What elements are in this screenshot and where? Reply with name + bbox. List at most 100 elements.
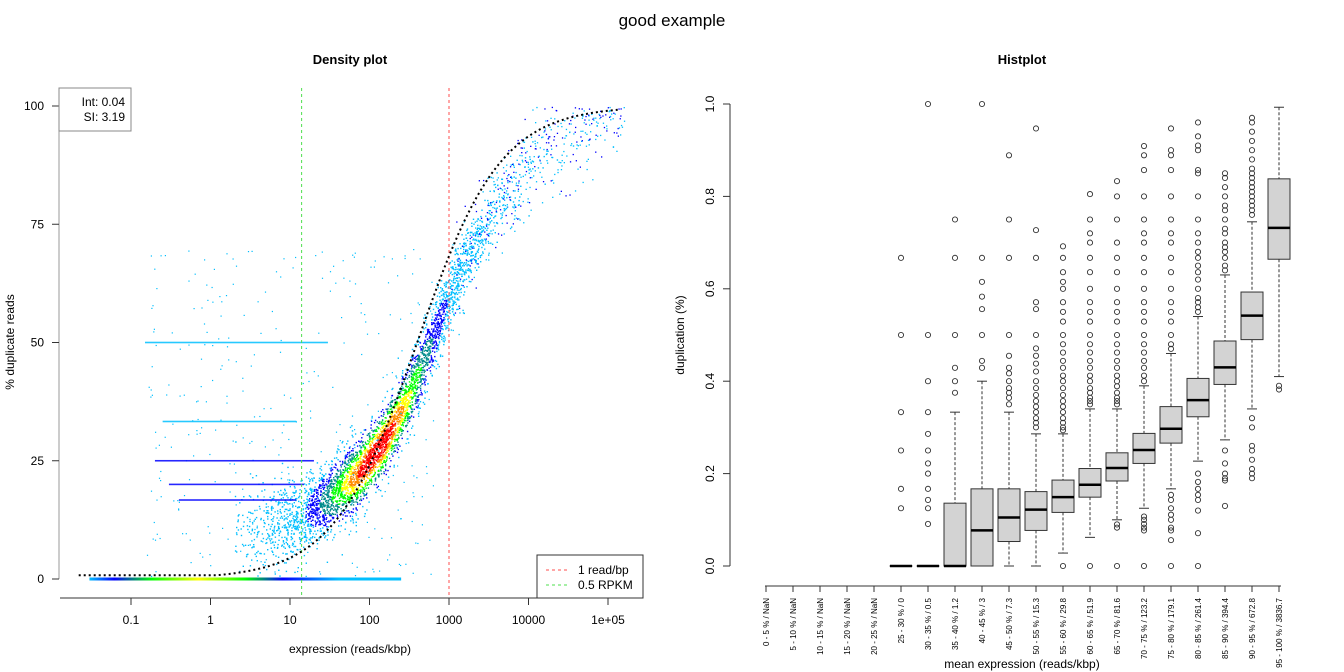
density-point xyxy=(284,524,286,526)
density-point xyxy=(379,447,381,450)
density-point xyxy=(438,337,440,340)
density-point xyxy=(326,492,329,494)
density-point xyxy=(441,332,444,335)
density-point xyxy=(389,554,391,556)
density-point xyxy=(414,381,417,384)
density-point xyxy=(317,489,319,491)
density-point xyxy=(478,245,480,248)
density-point xyxy=(252,523,254,525)
density-point xyxy=(280,494,283,496)
density-point xyxy=(413,386,415,388)
density-point xyxy=(398,421,400,423)
density-point xyxy=(452,266,454,268)
density-point xyxy=(445,283,447,286)
density-point xyxy=(309,530,312,532)
density-point xyxy=(416,385,418,387)
density-point xyxy=(523,222,525,224)
density-point xyxy=(372,451,374,454)
density-point xyxy=(385,440,387,443)
density-point xyxy=(426,353,429,355)
density-point xyxy=(333,536,335,539)
density-point xyxy=(462,243,465,245)
density-point xyxy=(408,370,411,372)
density-point xyxy=(251,559,253,561)
density-point xyxy=(530,145,532,147)
density-point xyxy=(459,261,461,263)
density-point xyxy=(376,426,378,428)
density-point xyxy=(349,468,351,470)
density-point xyxy=(293,533,295,535)
density-point xyxy=(352,457,354,460)
density-point xyxy=(315,491,318,493)
density-point xyxy=(287,532,289,535)
density-point xyxy=(332,491,334,493)
density-point xyxy=(379,428,382,431)
density-point xyxy=(360,474,363,476)
density-point xyxy=(413,382,416,384)
density-point xyxy=(532,109,534,111)
density-point xyxy=(410,415,413,417)
density-point xyxy=(359,471,362,473)
density-point xyxy=(424,314,426,316)
density-point xyxy=(274,525,276,528)
density-point xyxy=(343,484,346,486)
density-point xyxy=(403,410,405,413)
density-point xyxy=(394,432,396,434)
density-point xyxy=(300,539,302,541)
density-point xyxy=(429,347,431,349)
density-point xyxy=(481,238,483,241)
density-point xyxy=(350,504,352,506)
density-point xyxy=(336,504,338,506)
density-point xyxy=(508,180,510,182)
density-point xyxy=(283,504,285,506)
density-point xyxy=(390,401,393,403)
density-point xyxy=(442,328,444,331)
density-bands xyxy=(89,341,402,581)
density-point xyxy=(396,451,399,454)
density-point xyxy=(353,478,355,480)
density-point xyxy=(450,322,452,324)
density-point xyxy=(432,303,434,305)
density-point xyxy=(383,429,385,431)
density-point xyxy=(429,332,431,334)
density-point xyxy=(352,254,354,256)
density-point xyxy=(416,357,419,360)
density-point xyxy=(541,176,543,178)
density-point xyxy=(366,461,369,464)
density-point xyxy=(365,463,367,465)
density-point xyxy=(608,111,610,113)
density-point xyxy=(227,538,229,540)
density-point xyxy=(374,260,376,262)
density-point xyxy=(459,269,461,271)
density-point xyxy=(151,575,153,577)
density-point xyxy=(438,322,441,325)
density-point xyxy=(429,351,432,354)
density-point xyxy=(519,196,521,198)
density-point xyxy=(321,533,323,535)
density-point xyxy=(527,161,529,164)
density-point xyxy=(194,273,196,275)
density-point xyxy=(459,243,461,245)
density-point xyxy=(328,520,330,522)
density-point xyxy=(347,482,349,485)
density-point xyxy=(482,229,485,231)
density-point xyxy=(388,424,390,427)
density-point xyxy=(299,538,301,540)
density-point xyxy=(390,446,392,448)
density-point xyxy=(398,408,400,410)
density-point xyxy=(312,510,314,512)
density-point xyxy=(432,344,434,346)
density-point xyxy=(347,464,350,466)
density-point xyxy=(417,362,419,364)
density-point xyxy=(306,495,309,498)
density-point xyxy=(243,545,245,547)
density-point xyxy=(316,521,319,523)
density-point xyxy=(333,477,335,479)
density-point xyxy=(308,518,310,520)
density-point xyxy=(291,511,293,514)
density-point xyxy=(409,396,412,399)
density-point xyxy=(368,459,371,461)
density-point xyxy=(371,429,373,431)
density-point xyxy=(267,506,269,508)
density-point xyxy=(456,274,458,276)
